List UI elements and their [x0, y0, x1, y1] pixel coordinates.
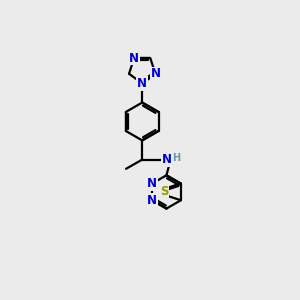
Text: S: S: [160, 185, 168, 198]
Text: N: N: [137, 77, 147, 90]
Text: N: N: [147, 177, 157, 190]
Text: N: N: [161, 153, 172, 166]
Text: N: N: [129, 52, 139, 65]
Text: N: N: [147, 194, 157, 207]
Text: N: N: [150, 67, 161, 80]
Text: H: H: [172, 153, 180, 163]
